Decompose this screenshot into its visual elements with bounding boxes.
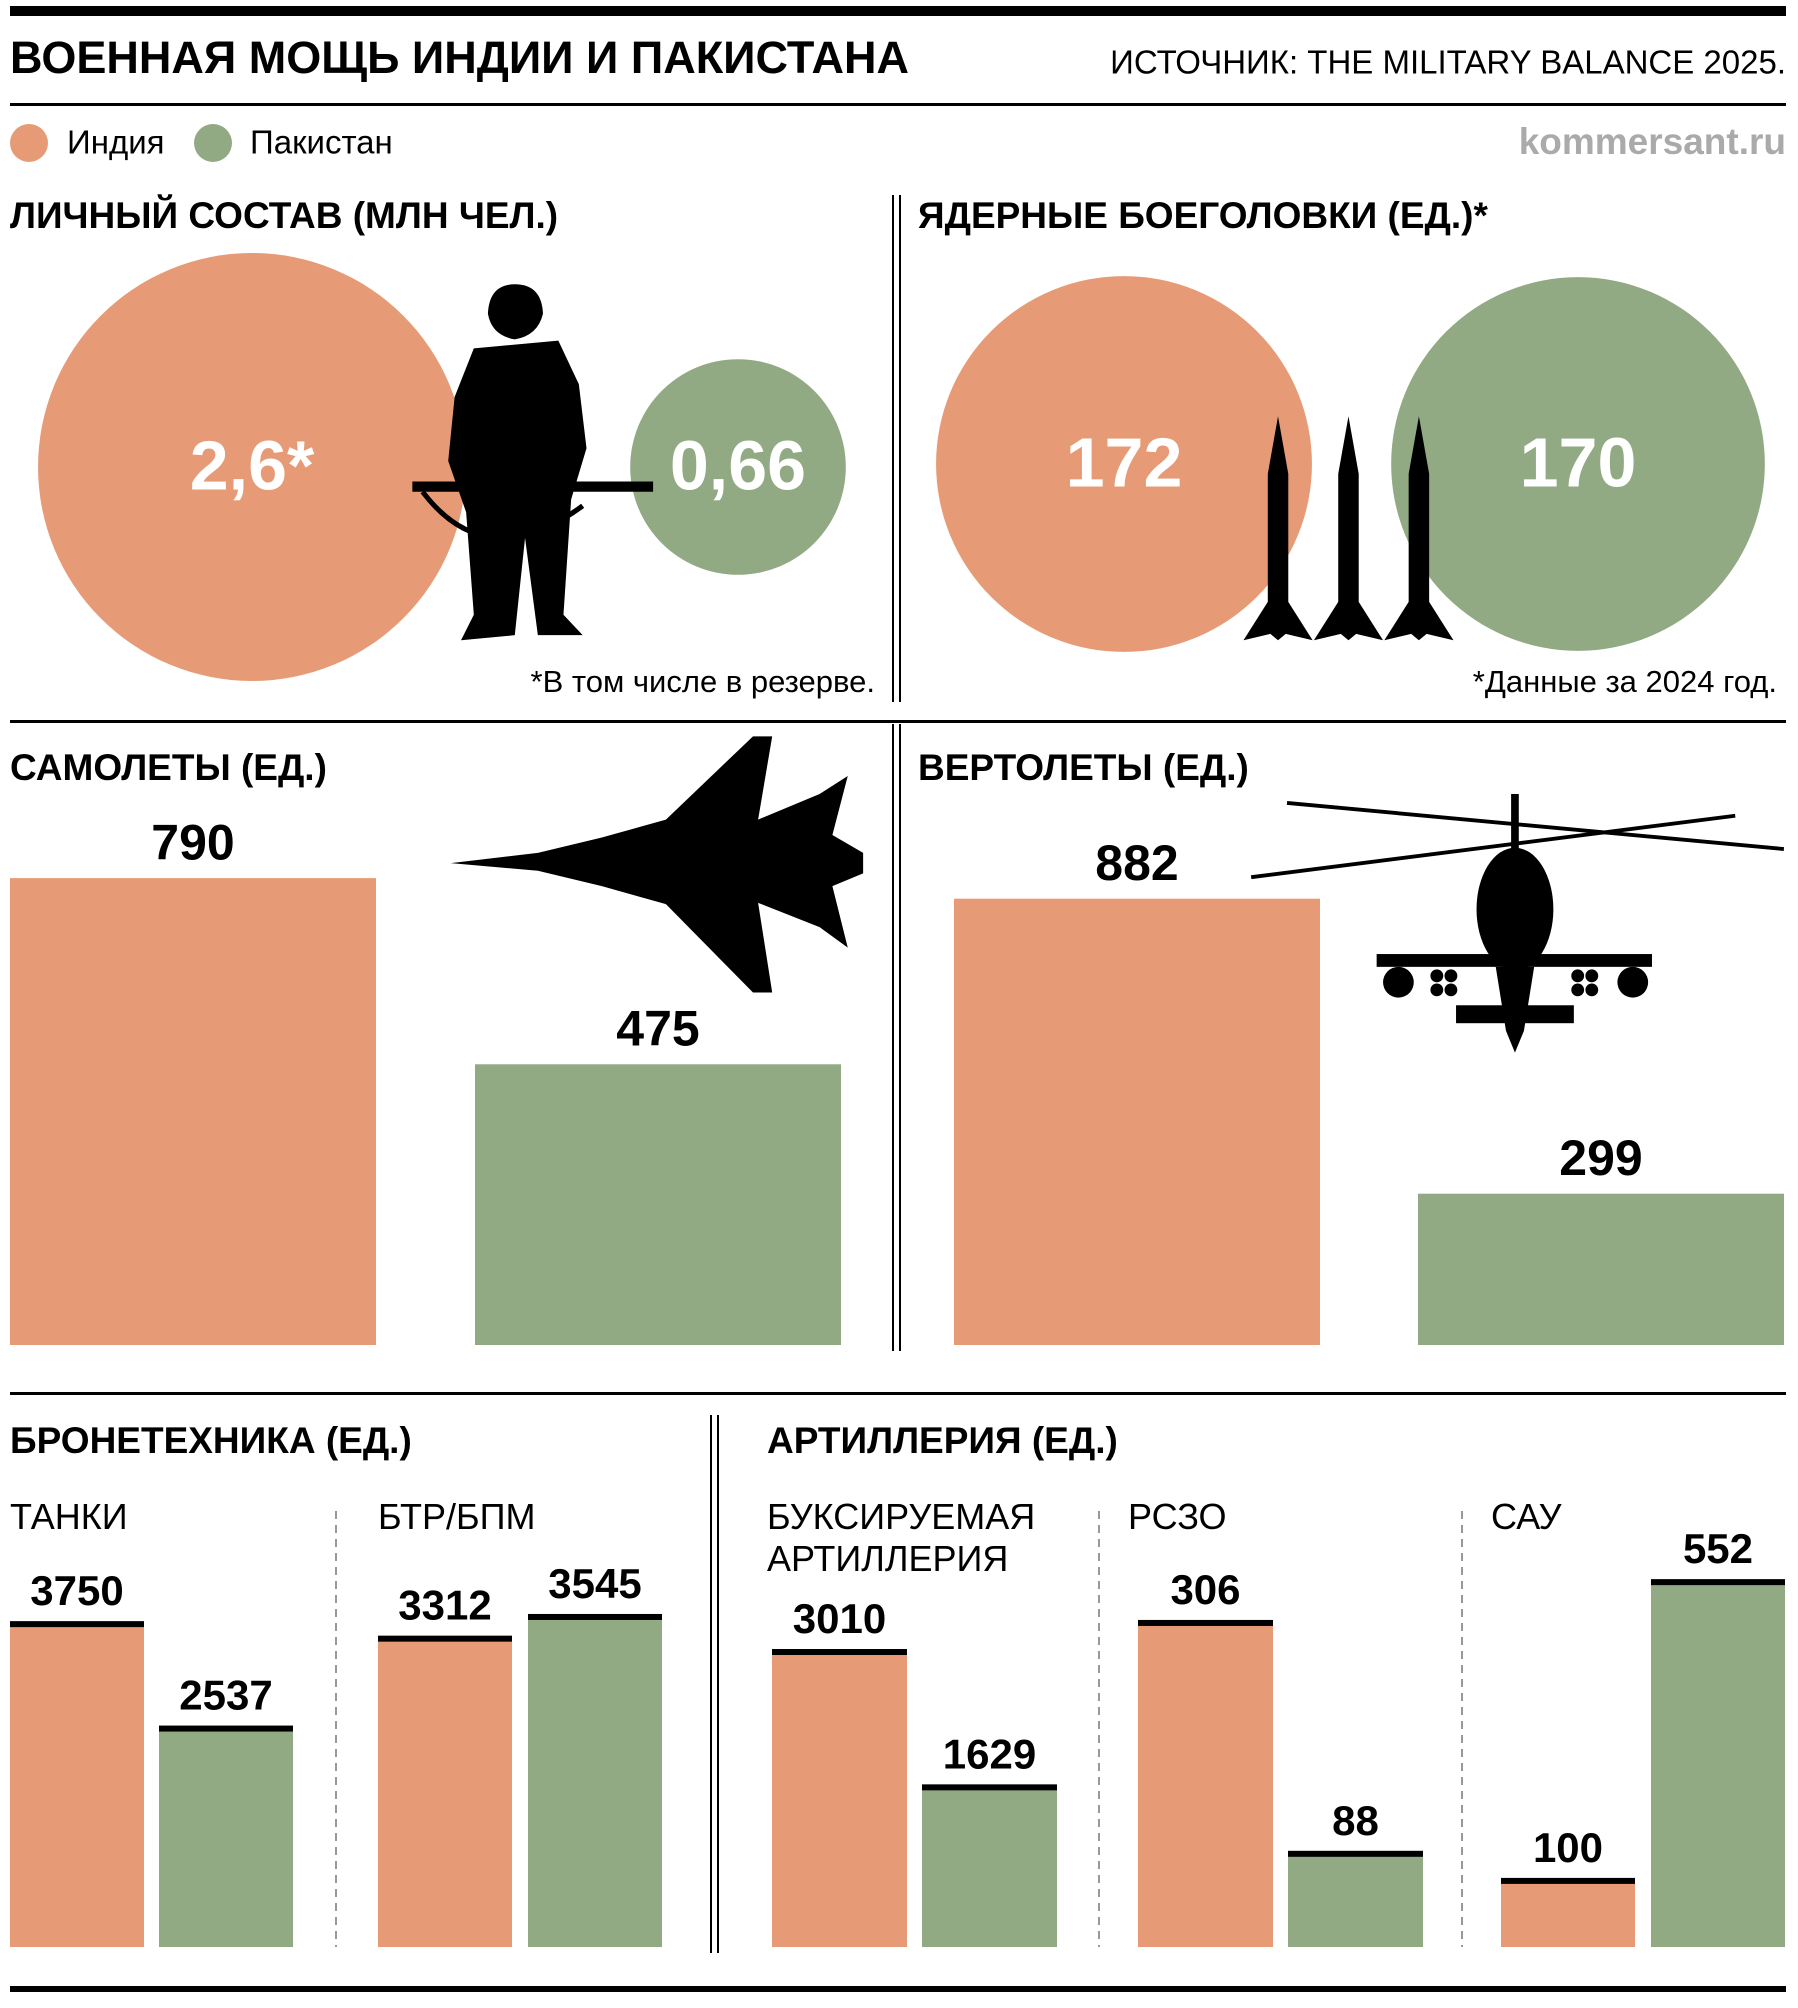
bar-cap <box>378 1635 512 1642</box>
value-label: 1629 <box>943 1730 1036 1777</box>
bar <box>10 1624 144 1947</box>
bar-cap <box>528 1613 662 1620</box>
legend-swatch <box>10 124 48 162</box>
top-rule <box>10 6 1786 16</box>
value-label: 3010 <box>793 1595 886 1642</box>
source: ИСТОЧНИК: THE MILITARY BALANCE 2025. <box>1110 44 1786 81</box>
bar-cap <box>1138 1619 1273 1626</box>
bar <box>378 1638 512 1947</box>
value-label: 299 <box>1559 1130 1642 1186</box>
soldier-icon <box>412 284 654 641</box>
panel-title: САМОЛЕТЫ (ЕД.) <box>10 747 327 788</box>
bar <box>10 878 376 1345</box>
value-label: 172 <box>1066 423 1183 501</box>
dividers <box>710 195 901 1953</box>
value-label: 552 <box>1683 1525 1753 1572</box>
bar <box>528 1616 662 1947</box>
legend-swatch <box>194 124 232 162</box>
bar <box>1501 1880 1635 1947</box>
rule <box>10 1392 1786 1395</box>
bubble <box>38 253 466 681</box>
value-label: 475 <box>616 1000 699 1056</box>
panel-subtitle: БУКСИРУЕМАЯ АРТИЛЛЕРИЯ <box>767 1496 1036 1579</box>
bar <box>159 1728 293 1947</box>
bar <box>475 1064 841 1345</box>
value-label: 3545 <box>548 1560 641 1607</box>
value-label: 0,66 <box>670 426 806 504</box>
dashed-dividers <box>335 1511 1463 1947</box>
site: kommersant.ru <box>1519 121 1786 162</box>
helicopter-icon <box>1250 793 1785 1053</box>
panel-title: АРТИЛЛЕРИЯ (ЕД.) <box>767 1420 1118 1461</box>
bar <box>954 898 1320 1345</box>
bar <box>772 1652 907 1947</box>
bar-cap <box>10 1621 144 1628</box>
footnote: *Данные за 2024 год. <box>1473 664 1777 699</box>
value-label: 3312 <box>398 1582 491 1629</box>
bar <box>922 1787 1057 1947</box>
panel-subtitle: САУ <box>1491 1496 1562 1537</box>
value-label: 100 <box>1533 1824 1603 1871</box>
value-label: 170 <box>1520 423 1637 501</box>
bottom-rule <box>10 1986 1786 1992</box>
panel-subtitle: БТР/БПМ <box>378 1496 536 1537</box>
value-label: 306 <box>1170 1566 1240 1613</box>
bar <box>1651 1582 1785 1947</box>
panel-title: ВЕРТОЛЕТЫ (ЕД.) <box>918 747 1249 788</box>
rule <box>10 103 1786 106</box>
panel-title: ЛИЧНЫЙ СОСТАВ (МЛН ЧЕЛ.) <box>10 194 558 236</box>
value-label: 2,6* <box>190 426 315 504</box>
bar <box>1418 1193 1784 1345</box>
missile-icons <box>1243 416 1454 641</box>
legend-label: Индия <box>67 124 165 161</box>
panel-title: ЯДЕРНЫЕ БОЕГОЛОВКИ (ЕД.)* <box>918 195 1488 236</box>
silhouettes <box>412 284 1785 1053</box>
bubble <box>1391 277 1765 651</box>
bar-cap <box>1501 1877 1635 1884</box>
bar <box>1288 1853 1423 1947</box>
legend-label: Пакистан <box>250 124 393 161</box>
bar-cap <box>159 1725 293 1732</box>
panel-subtitle: ТАНКИ <box>10 1496 128 1537</box>
value-label: 3750 <box>30 1567 123 1614</box>
bar-cap <box>1651 1579 1785 1586</box>
bar-cap <box>1288 1850 1423 1857</box>
value-label: 88 <box>1332 1797 1379 1844</box>
value-label: 882 <box>1095 835 1178 891</box>
footnote: *В том числе в резерве. <box>531 664 875 699</box>
jet-icon <box>450 736 864 993</box>
value-label: 2537 <box>179 1672 272 1719</box>
value-label: 790 <box>151 814 234 870</box>
bubble <box>936 276 1312 652</box>
bar-cap <box>922 1784 1057 1791</box>
title: ВОЕННАЯ МОЩЬ ИНДИИ И ПАКИСТАНА <box>10 32 909 83</box>
bar <box>1138 1622 1273 1947</box>
bar-cap <box>772 1649 907 1656</box>
panel-title: БРОНЕТЕХНИКА (ЕД.) <box>10 1420 412 1461</box>
rule <box>10 720 1786 723</box>
panel-subtitle: РСЗО <box>1128 1496 1227 1537</box>
bubble <box>630 359 846 575</box>
